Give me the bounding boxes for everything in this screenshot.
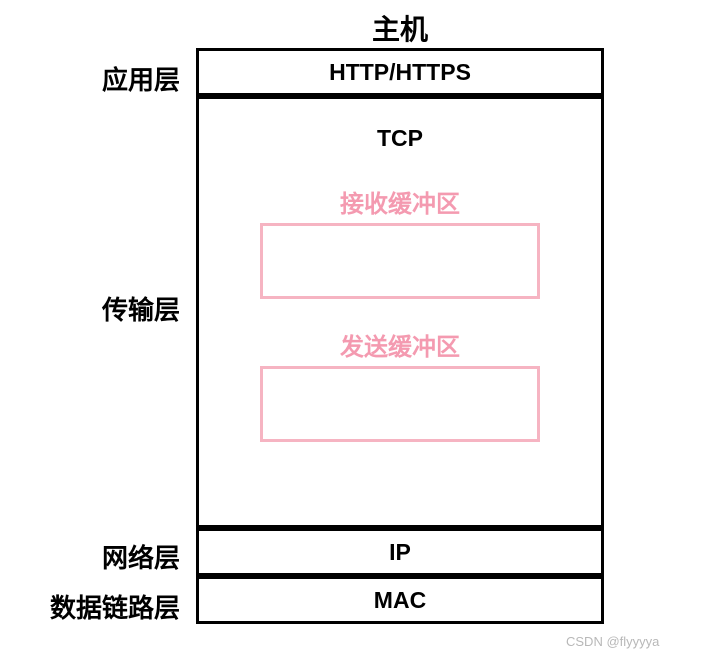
watermark-text: CSDN @flyyyya	[566, 634, 659, 649]
transport-layer-text: TCP	[199, 99, 601, 152]
layer-label: 网络层	[40, 538, 180, 575]
datalink-layer-box: MAC	[196, 576, 604, 624]
datalink-layer-text: MAC	[199, 579, 601, 614]
buffer-label: 接收缓冲区	[199, 184, 601, 219]
diagram-canvas: 主机 应用层传输层网络层数据链路层 HTTP/HTTPS TCP 接收缓冲区发送…	[0, 0, 704, 658]
host-title: 主机	[330, 8, 470, 48]
layer-label: 应用层	[40, 60, 180, 97]
network-layer-box: IP	[196, 528, 604, 576]
application-layer-box: HTTP/HTTPS	[196, 48, 604, 96]
buffer-box	[260, 366, 540, 442]
network-layer-text: IP	[199, 531, 601, 566]
layer-label: 传输层	[40, 290, 180, 327]
application-layer-text: HTTP/HTTPS	[199, 51, 601, 86]
transport-layer-box: TCP 接收缓冲区发送缓冲区	[196, 96, 604, 528]
buffer-box	[260, 223, 540, 299]
buffer-label: 发送缓冲区	[199, 327, 601, 362]
layer-label: 数据链路层	[10, 588, 180, 625]
